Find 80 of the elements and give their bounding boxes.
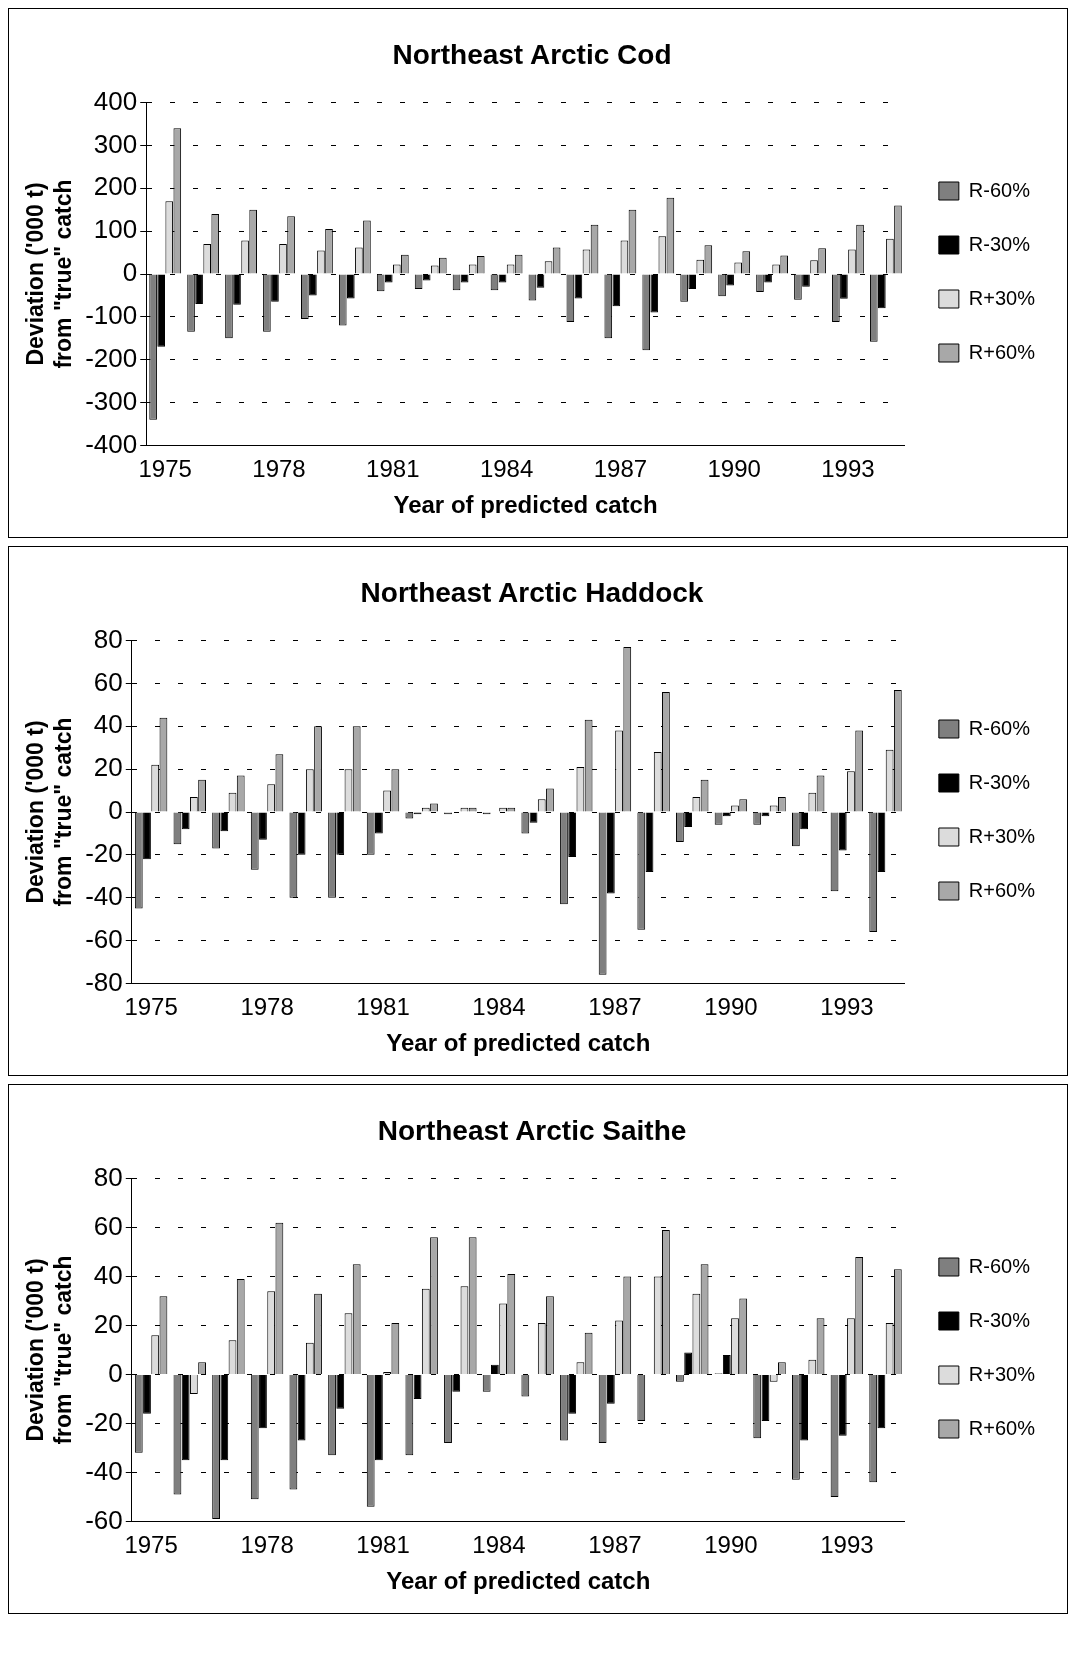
y-tick-label: 300: [93, 128, 138, 159]
legend-label: R-60%: [968, 1254, 1031, 1277]
bar: [347, 274, 355, 299]
y-tick-label: -20: [85, 838, 123, 869]
y-tick-label: 80: [93, 1161, 123, 1192]
bar: [259, 812, 267, 840]
x-tick-label: 1978: [252, 455, 306, 483]
y-axis-title: Deviation ('000 t) from "true" catch: [22, 179, 76, 369]
y-axis-title: Deviation ('000 t) from "true" catch: [22, 1255, 76, 1445]
y-tick-label: 0: [108, 1357, 123, 1388]
x-tick-label: 1981: [356, 993, 410, 1021]
y-tick-label: 20: [93, 752, 123, 783]
bar: [688, 274, 697, 289]
y-tick-label: 20: [93, 1308, 123, 1339]
y-tick-label: 60: [93, 1210, 123, 1241]
x-tick-label: 1984: [479, 455, 534, 483]
x-tick-label: 1984: [472, 993, 526, 1021]
y-tick-label: -40: [85, 1455, 123, 1486]
x-tick-label: 1975: [138, 455, 192, 483]
bar: [606, 1374, 615, 1404]
legend-label: R-30%: [968, 770, 1031, 793]
y-tick-label: -60: [85, 1504, 123, 1535]
y-tick-label: -80: [85, 966, 123, 997]
legend-label: R-60%: [968, 178, 1031, 201]
legend-label: R+30%: [968, 824, 1036, 847]
legend-label: R+60%: [968, 878, 1036, 901]
legend-label: R-30%: [968, 232, 1031, 255]
x-tick-label: 1993: [820, 993, 874, 1021]
legend-label: R+60%: [968, 1416, 1036, 1439]
x-axis-title: Year of predicted catch: [393, 491, 658, 519]
y-tick-label: -60: [85, 923, 123, 954]
bar: [375, 812, 383, 834]
bar: [143, 812, 151, 860]
x-tick-label: 1990: [707, 455, 761, 483]
chart-title: Northeast Arctic Saithe: [377, 1114, 687, 1146]
y-tick-label: 40: [93, 1259, 123, 1290]
legend-label: R+30%: [968, 1362, 1036, 1385]
bar: [722, 1354, 731, 1374]
x-tick-label: 1975: [124, 1531, 178, 1559]
y-tick-label: 60: [93, 666, 123, 697]
legend-label: R+60%: [968, 340, 1036, 363]
chart-title: Northeast Arctic Haddock: [360, 576, 704, 608]
x-tick-label: 1984: [472, 1531, 526, 1559]
bar: [375, 1374, 383, 1461]
x-tick-label: 1981: [366, 455, 420, 483]
legend-label: R-60%: [968, 716, 1031, 739]
x-tick-label: 1987: [593, 455, 648, 483]
x-tick-label: 1978: [240, 1531, 294, 1559]
bar: [271, 274, 279, 302]
bar: [157, 274, 165, 347]
x-tick-label: 1975: [124, 993, 178, 1021]
y-tick-label: -100: [85, 300, 138, 331]
y-axis-title: Deviation ('000 t) from "true" catch: [22, 717, 76, 907]
x-tick-label: 1987: [588, 1531, 642, 1559]
y-tick-label: 0: [108, 795, 123, 826]
chart-title: Northeast Arctic Cod: [392, 38, 672, 70]
y-tick-label: 200: [93, 171, 138, 202]
legend-label: R+30%: [968, 286, 1036, 309]
x-tick-label: 1990: [704, 993, 758, 1021]
x-tick-label: 1993: [821, 455, 875, 483]
y-tick-label: -400: [85, 428, 138, 459]
x-tick-label: 1978: [240, 993, 294, 1021]
x-tick-label: 1990: [704, 1531, 758, 1559]
x-tick-label: 1981: [356, 1531, 410, 1559]
y-tick-label: -20: [85, 1406, 123, 1437]
y-tick-label: 100: [93, 214, 138, 245]
x-axis-title: Year of predicted catch: [386, 1029, 651, 1057]
x-tick-label: 1987: [588, 993, 642, 1021]
bar: [259, 1374, 267, 1429]
y-tick-label: -300: [85, 385, 138, 416]
y-tick-label: -200: [85, 342, 138, 373]
y-tick-label: 0: [122, 257, 138, 288]
y-tick-label: 80: [93, 623, 123, 654]
y-tick-label: 40: [93, 709, 123, 740]
y-tick-label: -40: [85, 880, 123, 911]
bar: [143, 1374, 151, 1414]
legend-label: R-30%: [968, 1308, 1031, 1331]
y-tick-label: 400: [93, 85, 138, 116]
x-tick-label: 1993: [820, 1531, 874, 1559]
x-axis-title: Year of predicted catch: [386, 1567, 651, 1595]
